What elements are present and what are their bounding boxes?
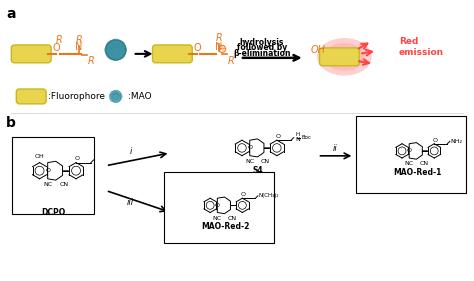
FancyBboxPatch shape [319, 48, 359, 66]
Text: :Fluorophore: :Fluorophore [48, 92, 105, 101]
FancyBboxPatch shape [356, 116, 465, 194]
Text: a: a [6, 7, 16, 21]
Text: i: i [129, 147, 132, 156]
FancyBboxPatch shape [11, 45, 51, 63]
Text: DCPO: DCPO [41, 208, 65, 217]
Text: hydrolysis: hydrolysis [240, 38, 284, 47]
Text: O: O [241, 192, 246, 197]
Text: O: O [247, 146, 252, 150]
Text: CN: CN [228, 216, 237, 221]
Circle shape [111, 46, 126, 60]
Text: NC: NC [43, 182, 53, 187]
Text: NC: NC [212, 216, 221, 221]
Text: CN: CN [59, 182, 68, 187]
Text: O: O [215, 203, 220, 208]
Text: NC: NC [245, 159, 254, 164]
Ellipse shape [317, 38, 372, 76]
Text: O: O [75, 156, 80, 161]
Text: MAO-Red-2: MAO-Red-2 [201, 222, 249, 231]
Text: :MAO: :MAO [128, 92, 151, 101]
Circle shape [106, 40, 126, 60]
Text: O: O [407, 148, 412, 153]
Text: S4: S4 [253, 166, 264, 175]
Circle shape [109, 91, 118, 100]
Text: O: O [45, 168, 50, 173]
Text: OH: OH [35, 154, 45, 159]
Text: N: N [215, 42, 223, 52]
Text: OH: OH [310, 45, 326, 55]
FancyBboxPatch shape [153, 45, 192, 63]
FancyBboxPatch shape [164, 172, 274, 243]
Text: followed by: followed by [237, 44, 287, 53]
Text: R: R [55, 35, 63, 45]
FancyBboxPatch shape [16, 89, 46, 104]
Text: +: + [219, 46, 225, 52]
Text: CN: CN [419, 161, 428, 166]
Circle shape [112, 90, 121, 99]
Circle shape [109, 93, 118, 102]
Text: NH₂: NH₂ [451, 139, 463, 144]
Text: O: O [433, 138, 438, 142]
Text: O: O [52, 43, 60, 53]
Text: O: O [276, 134, 281, 139]
Text: O: O [193, 43, 201, 53]
Circle shape [113, 92, 122, 101]
Text: iii: iii [127, 198, 134, 207]
Text: R: R [216, 33, 222, 43]
Circle shape [106, 40, 120, 54]
Text: NC: NC [404, 161, 413, 166]
FancyBboxPatch shape [12, 137, 94, 214]
Text: Boc: Boc [301, 135, 311, 140]
Text: N(CH₃)₂: N(CH₃)₂ [259, 193, 280, 198]
Text: R: R [75, 35, 82, 45]
Circle shape [109, 39, 123, 53]
Text: β-elimination: β-elimination [233, 49, 291, 58]
Text: MAO-Red-1: MAO-Red-1 [393, 167, 441, 176]
Text: H: H [296, 132, 300, 137]
Circle shape [112, 94, 121, 103]
Circle shape [113, 43, 127, 57]
Text: N: N [296, 137, 301, 142]
Ellipse shape [325, 43, 364, 71]
Circle shape [109, 47, 123, 61]
Text: b: b [6, 116, 16, 130]
Circle shape [111, 40, 126, 54]
Circle shape [105, 43, 118, 57]
Text: N: N [75, 42, 82, 52]
Circle shape [106, 46, 120, 60]
Text: ii: ii [333, 144, 338, 153]
Text: Red
emission: Red emission [399, 37, 444, 57]
Text: R: R [88, 56, 95, 66]
Text: R: R [228, 56, 235, 66]
Text: CN: CN [261, 159, 270, 164]
